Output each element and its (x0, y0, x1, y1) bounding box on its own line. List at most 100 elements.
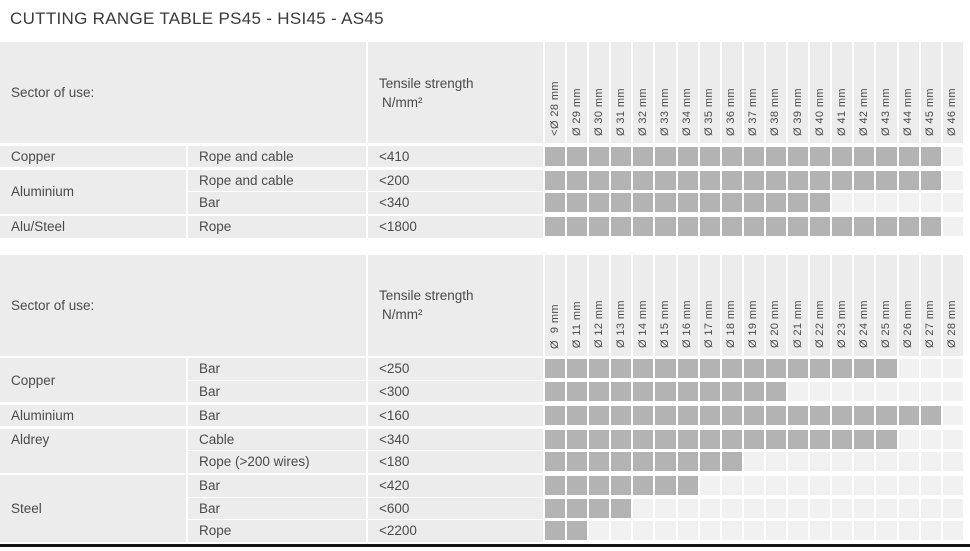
range-cell-empty (633, 498, 654, 518)
range-cell-filled (876, 405, 897, 425)
group-rows: Cable <340 Rope (>200 wires) <180 (188, 428, 970, 473)
range-cell-filled (920, 146, 941, 166)
range-cell-filled (567, 359, 588, 379)
range-cell-filled (699, 429, 720, 449)
sector-cell: Copper (0, 145, 186, 167)
table-row: Bar <250 (188, 358, 970, 380)
range-cell-filled (567, 405, 588, 425)
tensile-value-cell: <410 (368, 145, 543, 167)
material-cell: Bar (188, 358, 366, 380)
range-cell-filled (633, 359, 654, 379)
range-cell-empty (788, 452, 809, 472)
diameter-column-header: Ø 37 mm (743, 42, 764, 143)
range-cell-empty (810, 521, 831, 541)
range-cell-filled (611, 405, 632, 425)
range-cell-filled (589, 498, 610, 518)
range-cells (545, 429, 963, 451)
range-cell-filled (545, 359, 566, 379)
range-cell-filled (655, 452, 676, 472)
range-cell-filled (854, 217, 875, 237)
range-cell-filled (567, 146, 588, 166)
range-cell-empty (942, 498, 963, 518)
range-cell-filled (876, 429, 897, 449)
diameter-column-header: Ø 41 mm (832, 42, 853, 143)
range-cell-filled (545, 476, 566, 496)
range-cells (545, 451, 963, 473)
range-cell-filled (655, 381, 676, 401)
range-cell-filled (567, 381, 588, 401)
material-cell: Rope and cable (188, 169, 366, 191)
range-cell-empty (898, 429, 919, 449)
diameter-column-header: Ø 17 mm (699, 254, 720, 356)
range-cell-filled (788, 429, 809, 449)
range-cell-empty (743, 452, 764, 472)
range-cell-empty (920, 498, 941, 518)
tensile-strength-header: Tensile strength N/mm² (368, 254, 543, 356)
diameter-label: Ø 14 mm (636, 300, 649, 349)
range-cells (545, 170, 963, 192)
range-cell-empty (876, 381, 897, 401)
range-cell-filled (677, 429, 698, 449)
range-cell-filled (677, 170, 698, 190)
range-cells (545, 381, 963, 403)
sector-label: Copper (11, 372, 56, 388)
table-row: Bar <300 (188, 380, 970, 403)
diameter-label: Ø 25 mm (879, 300, 892, 349)
range-cell-empty (854, 381, 875, 401)
range-cell-filled (743, 170, 764, 190)
range-cell-empty (721, 521, 742, 541)
range-cell-empty (765, 476, 787, 496)
diameter-column-header: Ø 26 mm (898, 254, 919, 356)
table-row: Bar <340 (188, 192, 970, 214)
diameter-label: Ø 17 mm (703, 300, 716, 349)
diameter-label: Ø 26 mm (902, 300, 915, 349)
range-cell-filled (677, 359, 698, 379)
range-cell-filled (633, 193, 654, 213)
range-cell-empty (920, 429, 941, 449)
range-cell-empty (633, 521, 654, 541)
range-cell-empty (942, 476, 963, 496)
range-cell-empty (920, 521, 941, 541)
range-cell-filled (810, 429, 831, 449)
diameter-label: Ø 40 mm (813, 87, 826, 136)
sector-group: Aluminium Bar <160 (0, 404, 970, 426)
range-cell-filled (611, 170, 632, 190)
range-cell-filled (699, 146, 720, 166)
range-cell-empty (854, 476, 875, 496)
sector-cell: Steel (0, 475, 186, 542)
range-cell-filled (655, 217, 676, 237)
cutting-range-large-diameters: Sector of use: Tensile strength N/mm² <Ø 28… (0, 42, 970, 238)
range-cell-filled (898, 405, 919, 425)
diameter-column-header: Ø 31 mm (611, 42, 632, 143)
diameter-column-header: Ø 22 mm (810, 254, 831, 356)
diameter-label: <Ø 28 mm (548, 81, 561, 136)
diameter-column-header: Ø 21 mm (788, 254, 809, 356)
range-cell-empty (788, 521, 809, 541)
diameter-label: Ø 11 mm (570, 301, 583, 349)
tensile-strength-header: Tensile strength N/mm² (368, 42, 543, 143)
range-cell-filled (699, 217, 720, 237)
range-cell-empty (920, 193, 941, 213)
range-cell-empty (898, 476, 919, 496)
range-cell-filled (655, 476, 676, 496)
range-cell-empty (699, 476, 720, 496)
range-cell-empty (788, 476, 809, 496)
range-cell-filled (545, 193, 566, 213)
range-cell-filled (788, 217, 809, 237)
sector-cell: Aldrey (0, 428, 186, 473)
diameter-label: Ø 19 mm (747, 300, 760, 349)
range-cell-filled (810, 359, 831, 379)
diameter-label: Ø 16 mm (681, 300, 694, 349)
range-cell-empty (765, 521, 787, 541)
range-cell-filled (788, 170, 809, 190)
material-cell: Bar (188, 475, 366, 497)
sector-cell: Alu/Steel (0, 216, 186, 238)
diameter-label: Ø 9 mm (548, 303, 561, 349)
range-cell-empty (898, 498, 919, 518)
range-cell-empty (942, 170, 963, 190)
diameter-label: Ø 37 mm (747, 87, 760, 136)
range-cell-empty (920, 381, 941, 401)
range-cell-filled (920, 170, 941, 190)
range-cell-empty (898, 521, 919, 541)
range-cell-filled (567, 521, 588, 541)
